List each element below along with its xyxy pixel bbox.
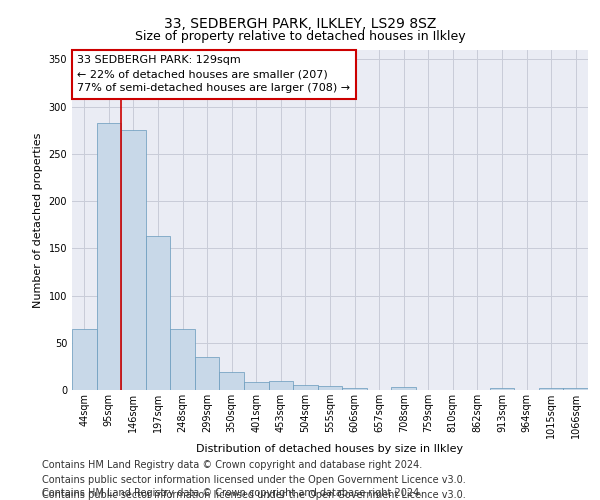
Bar <box>97 122 121 390</box>
Bar <box>244 382 269 390</box>
Bar <box>195 357 220 390</box>
Y-axis label: Number of detached properties: Number of detached properties <box>33 132 43 308</box>
Bar <box>342 388 367 390</box>
Bar <box>121 130 146 390</box>
Bar <box>220 372 244 390</box>
Bar <box>563 388 588 390</box>
Bar <box>318 386 342 390</box>
Text: Size of property relative to detached houses in Ilkley: Size of property relative to detached ho… <box>134 30 466 43</box>
Text: 33, SEDBERGH PARK, ILKLEY, LS29 8SZ: 33, SEDBERGH PARK, ILKLEY, LS29 8SZ <box>164 18 436 32</box>
Text: 33 SEDBERGH PARK: 129sqm
← 22% of detached houses are smaller (207)
77% of semi-: 33 SEDBERGH PARK: 129sqm ← 22% of detach… <box>77 55 350 93</box>
Text: Contains public sector information licensed under the Open Government Licence v3: Contains public sector information licen… <box>42 475 466 485</box>
Text: Contains HM Land Registry data © Crown copyright and database right 2024.: Contains HM Land Registry data © Crown c… <box>42 488 422 498</box>
Bar <box>269 380 293 390</box>
Bar <box>539 388 563 390</box>
Bar <box>146 236 170 390</box>
X-axis label: Distribution of detached houses by size in Ilkley: Distribution of detached houses by size … <box>196 444 464 454</box>
Bar <box>391 387 416 390</box>
Bar <box>170 328 195 390</box>
Bar <box>490 388 514 390</box>
Bar <box>72 328 97 390</box>
Bar <box>293 386 318 390</box>
Text: Contains public sector information licensed under the Open Government Licence v3: Contains public sector information licen… <box>42 490 466 500</box>
Text: Contains HM Land Registry data © Crown copyright and database right 2024.: Contains HM Land Registry data © Crown c… <box>42 460 422 470</box>
